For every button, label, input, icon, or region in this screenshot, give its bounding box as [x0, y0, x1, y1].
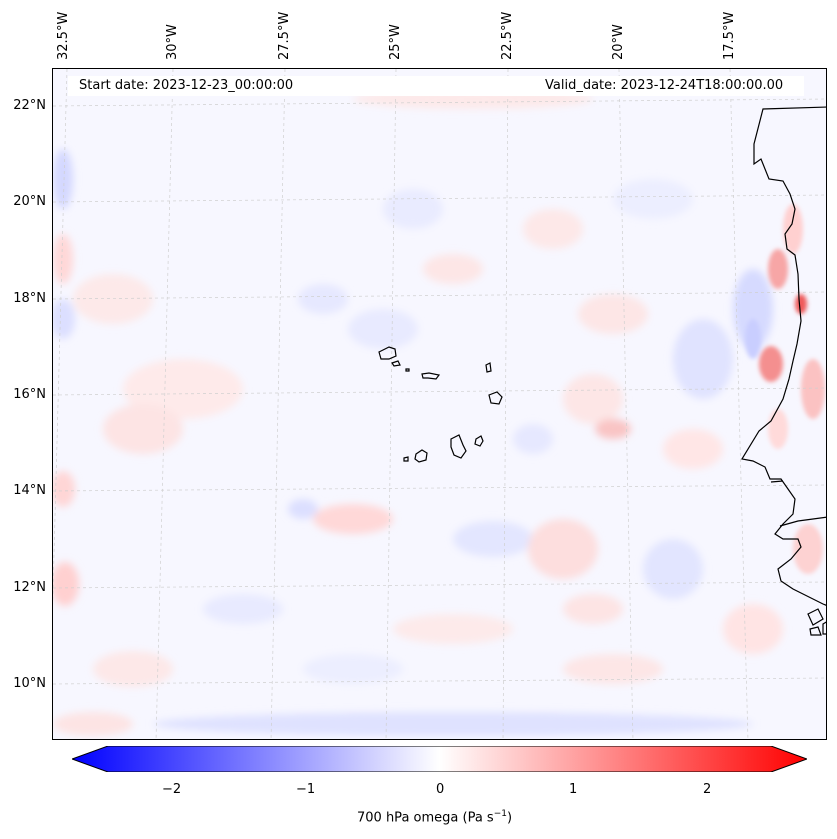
island-brava [403, 456, 409, 462]
africa-coastline [741, 106, 826, 636]
lon-label-32-5w: 32.5°W [56, 11, 71, 60]
island-maio [474, 435, 484, 447]
info-bar [68, 76, 804, 96]
island-boa-vista [488, 391, 503, 405]
island-santa-luzia [405, 368, 410, 372]
lat-label-14n: 14°N [13, 483, 46, 498]
lon-label-25w: 25°W [388, 24, 403, 60]
island-sao-vicente [391, 360, 401, 367]
colorbar-label-main: 700 hPa omega (Pa s [357, 810, 494, 826]
omega-field-map [53, 69, 826, 739]
bijagos-island-2 [809, 626, 822, 636]
map-panel[interactable] [52, 68, 827, 740]
colorbar-tick-neg2: −2 [162, 782, 182, 797]
colorbar-label-exp: −1 [493, 809, 507, 819]
island-sal [485, 362, 492, 373]
island-santiago [450, 434, 467, 459]
lon-label-30w: 30°W [165, 24, 180, 60]
lat-label-10n: 10°N [13, 676, 46, 691]
gambia-river-coast [779, 516, 826, 527]
colorbar [70, 745, 809, 776]
colorbar-tick-neg1: −1 [296, 782, 316, 797]
colorbar-tick-1: 1 [569, 782, 578, 797]
colorbar-tick-0: 0 [436, 782, 445, 797]
lon-label-27-5w: 27.5°W [277, 11, 292, 60]
cape-verde-islands [378, 346, 503, 463]
start-date-label: Start date: 2023-12-23_00:00:00 [79, 78, 294, 93]
colorbar-svg [70, 745, 809, 776]
lat-label-18n: 18°N [13, 291, 46, 306]
coastline-path [741, 106, 826, 606]
lat-label-20n: 20°N [13, 194, 46, 209]
lat-label-12n: 12°N [13, 580, 46, 595]
lat-label-22n: 22°N [13, 98, 46, 113]
colorbar-label: 700 hPa omega (Pa s−1) [357, 809, 512, 825]
lon-label-22-5w: 22.5°W [500, 11, 515, 60]
graticule [53, 69, 826, 739]
island-santo-antao [378, 346, 397, 360]
bijagos-island-3 [822, 621, 826, 635]
coastal-band [745, 204, 825, 574]
lon-label-20w: 20°W [611, 24, 626, 60]
colorbar-bar [70, 745, 809, 773]
coast-detail-1 [770, 480, 784, 483]
colorbar-tick-2: 2 [703, 782, 712, 797]
lon-label-17-5w: 17.5°W [722, 11, 737, 60]
colorbar-label-end: ) [506, 810, 513, 826]
lat-label-16n: 16°N [13, 387, 46, 402]
island-sao-nicolau [421, 372, 441, 380]
bijagos-island-1 [807, 608, 824, 626]
valid-date-label: Valid_date: 2023-12-24T18:00:00.00 [545, 78, 784, 93]
island-fogo [414, 449, 428, 463]
